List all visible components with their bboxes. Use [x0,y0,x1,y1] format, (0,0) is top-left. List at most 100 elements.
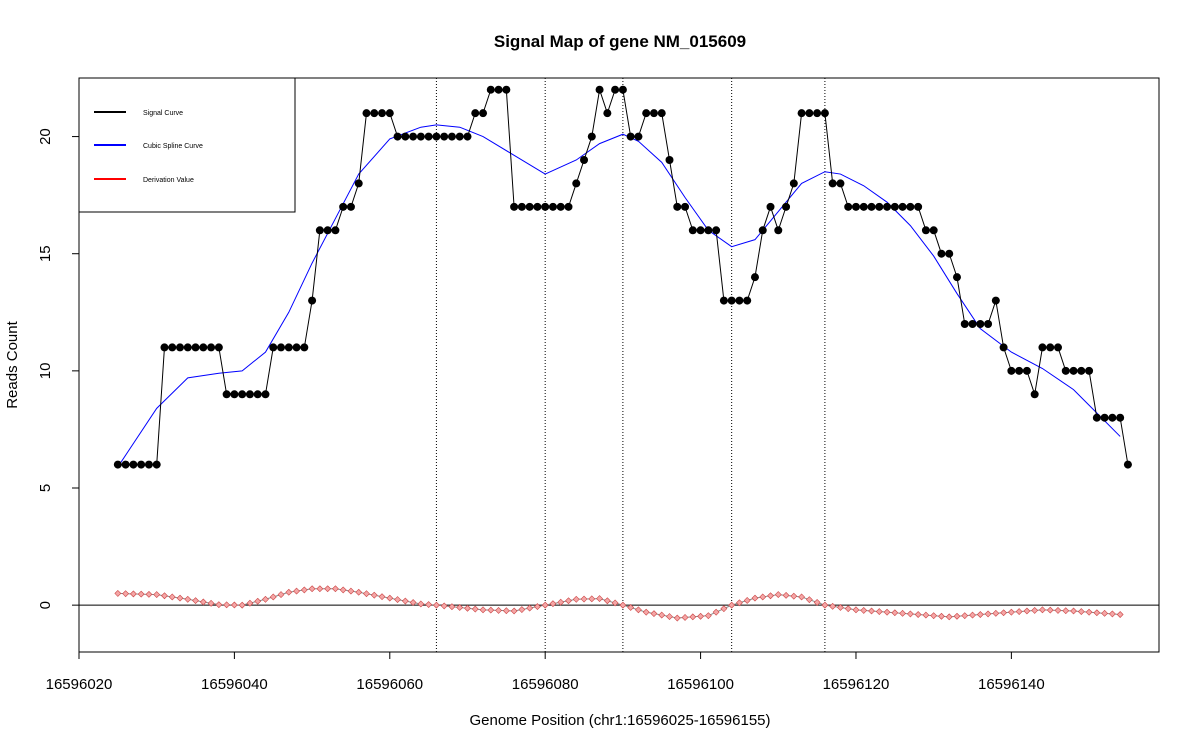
derivation-point [829,602,837,610]
signal-point [339,202,348,211]
derivation-point [440,602,448,610]
signal-point [867,202,876,211]
signal-point [471,109,480,118]
derivation-point [432,601,440,609]
derivation-point [161,592,168,600]
signal-point [1116,413,1125,422]
signal-point [245,390,254,399]
signal-point [696,226,705,235]
signal-point [587,132,596,141]
signal-point [308,296,317,305]
derivation-point [339,586,347,594]
derivation-point [1085,608,1093,616]
derivation-point [619,601,627,609]
derivation-point [728,601,736,609]
derivation-point [984,610,992,618]
signal-point [665,156,674,164]
derivation-point [712,608,720,616]
derivation-point [122,590,130,598]
derivation-point [549,600,557,608]
derivation-value-series [114,585,1124,622]
derivation-point [557,598,565,606]
derivation-point [168,593,176,601]
signal-point [113,460,122,469]
signal-point [362,109,371,118]
signal-point [1046,343,1055,352]
derivation-point [1101,609,1109,617]
signal-point [999,343,1008,352]
signal-point [230,390,239,399]
signal-point [277,343,286,352]
y-tick-label: 10 [37,363,54,380]
derivation-point [938,612,945,620]
vertical-marker-lines [435,78,826,652]
signal-point [704,226,713,235]
derivation-point [223,601,231,609]
signal-point [502,85,511,94]
derivation-point [883,608,891,616]
derivation-point [1046,606,1054,614]
derivation-point [1116,611,1124,618]
signal-point [300,343,309,352]
signal-point [152,460,161,469]
derivation-point [782,591,790,599]
derivation-point [300,586,308,594]
derivation-point [650,610,658,618]
derivation-point [868,607,875,615]
derivation-point [1093,609,1101,617]
derivation-point [658,611,666,619]
signal-point [649,109,658,118]
derivation-point [642,608,650,616]
derivation-point [417,600,425,608]
derivation-point [704,612,712,620]
signal-point [634,132,643,141]
derivation-point [495,606,502,614]
derivation-point [425,601,433,608]
signal-point [673,202,682,211]
signal-point [921,226,930,235]
derivation-point [1015,608,1023,616]
signal-point [1100,413,1109,422]
chart-title: Signal Map of gene NM_015609 [494,32,746,51]
signal-point [269,343,278,352]
signal-point [844,202,853,211]
derivation-point [720,605,728,613]
signal-point [1038,343,1047,352]
signal-point [129,460,138,469]
signal-point [688,226,697,235]
legend-label-signal: Signal Curve [143,110,183,117]
derivation-point [145,590,153,598]
derivation-point [1031,606,1039,614]
derivation-point [502,607,510,615]
derivation-point [774,591,782,599]
derivation-point [254,597,262,605]
signal-point [603,109,612,118]
derivation-point [526,604,534,612]
derivation-point [844,605,852,613]
derivation-point [976,611,984,618]
signal-point [952,273,961,282]
signal-point [758,226,767,235]
derivation-point [308,585,316,593]
derivation-point [565,597,572,605]
signal-point [945,249,954,258]
y-axis: 0 5 10 15 20 [37,128,80,609]
derivation-point [751,594,759,602]
signal-point [486,85,495,94]
derivation-point [821,601,829,609]
signal-point [859,202,868,211]
derivation-point [588,595,596,603]
derivation-point [736,599,743,607]
signal-point [346,202,355,211]
signal-point [805,109,814,118]
signal-point [836,179,845,188]
derivation-point [673,614,681,622]
derivation-point [611,599,619,607]
signal-point [393,132,402,141]
signal-point [214,343,223,352]
signal-point [168,343,177,352]
derivation-point [992,609,1000,617]
signal-point [176,343,185,352]
y-tick-label: 20 [37,128,54,145]
